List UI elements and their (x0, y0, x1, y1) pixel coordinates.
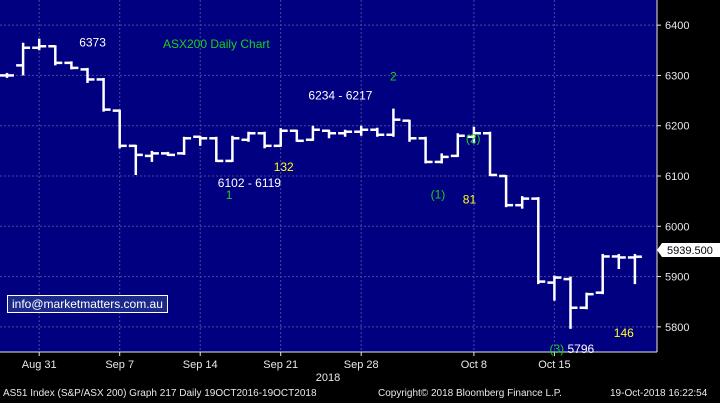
chart-annotation: 6102 - 6119 (218, 176, 281, 190)
ohlc-bar (531, 197, 546, 285)
y-tick-label: 5900 (665, 272, 689, 284)
footer-timestamp: 19-Oct-2018 16:22:54 (610, 388, 708, 399)
ohlc-bar (80, 67, 95, 83)
chart-annotation: 5796 (568, 342, 595, 356)
ohlc-bar (354, 125, 369, 136)
y-tick-label: 6300 (665, 70, 689, 82)
footer-copyright: Copyright© 2018 Bloomberg Finance L.P. (378, 388, 562, 399)
ohlc-bar (386, 108, 401, 137)
ohlc-bar (434, 153, 449, 164)
ohlc-bar (193, 135, 208, 146)
ohlc-bar (16, 42, 31, 76)
ohlc-bar (177, 136, 192, 155)
x-tick-label: Oct 15 (538, 359, 570, 371)
ohlc-bar (595, 253, 610, 295)
footer-bar: AS51 Index (S&P/ASX 200) Graph 217 Daily… (0, 385, 720, 403)
chart-annotation: 1 (226, 188, 233, 202)
ohlc-bar (144, 150, 159, 162)
ohlc-bar (563, 276, 578, 329)
ohlc-bar (273, 128, 288, 148)
y-tick-label: 6000 (665, 221, 689, 233)
chart-annotation: 6373 (79, 36, 106, 50)
ohlc-bar (547, 275, 562, 301)
chart-annotation: 81 (463, 192, 477, 206)
footer-index-info: AS51 Index (S&P/ASX 200) Graph 217 Daily… (3, 388, 317, 399)
ohlc-bar (499, 174, 514, 208)
ohlc-bar (515, 196, 530, 209)
chart-title: ASX200 Daily Chart (163, 37, 270, 51)
ohlc-bar (322, 129, 336, 139)
ohlc-bar (209, 136, 224, 163)
y-tick-label: 6400 (665, 20, 689, 32)
chart-annotation: 2 (390, 70, 397, 84)
ohlc-bar (161, 151, 175, 157)
y-axis: 5800 5900 6000 6100 6200 6300 6400 (656, 0, 689, 352)
ohlc-bar (64, 61, 79, 70)
chart-annotation: (2) (466, 132, 481, 146)
ohlc-bar (579, 292, 594, 310)
ohlc-bar (128, 144, 143, 175)
ohlc-bar (402, 119, 417, 142)
last-price-value: 5939.500 (667, 245, 713, 257)
x-axis-year-label: 2018 (316, 372, 340, 384)
ohlc-bar (48, 45, 63, 66)
ohlc-bar (112, 109, 127, 149)
x-axis: Aug 31 Sep 7 Sep 14 Sep 21 Sep 28 Oct 8 Oct 15 (0, 351, 657, 371)
y-tick-label: 6200 (665, 121, 689, 133)
ohlc-bar (225, 135, 240, 163)
ohlc-bar (289, 129, 304, 143)
chart-annotation: 6234 - 6217 (308, 89, 372, 103)
chart-annotation: (1) (431, 187, 446, 201)
x-tick-label: Aug 31 (22, 359, 57, 371)
source-email-badge: info@marketmatters.com.au (7, 295, 168, 313)
x-tick-label: Oct 8 (461, 359, 487, 371)
ohlc-bar (32, 38, 47, 51)
grid-lines (0, 0, 657, 352)
ohlc-bar (241, 131, 256, 142)
x-tick-label: Sep 7 (105, 359, 134, 371)
last-price-tag: 5939.500 (657, 243, 720, 257)
ohlc-bar (627, 253, 642, 285)
ohlc-bar (483, 131, 497, 177)
chart-annotation: 132 (274, 160, 294, 174)
ohlc-bar (96, 77, 111, 112)
chart-annotation: 146 (614, 326, 634, 340)
x-tick-label: Sep 28 (344, 359, 379, 371)
ohlc-bar (418, 136, 433, 164)
ohlc-bar (370, 127, 385, 137)
ohlc-bar (305, 125, 320, 142)
ohlc-bars (0, 38, 642, 329)
y-tick-label: 5800 (665, 322, 689, 334)
ohlc-bar (257, 131, 272, 149)
chart-annotation: (3) (550, 342, 565, 356)
ohlc-bar (466, 126, 481, 144)
ohlc-bar (450, 133, 465, 158)
x-tick-label: Sep 21 (263, 359, 298, 371)
x-tick-label: Sep 14 (183, 359, 218, 371)
y-tick-label: 6100 (665, 171, 689, 183)
ohlc-bar (0, 72, 14, 78)
ohlc-bar (338, 129, 353, 137)
ohlc-bar (611, 253, 626, 270)
